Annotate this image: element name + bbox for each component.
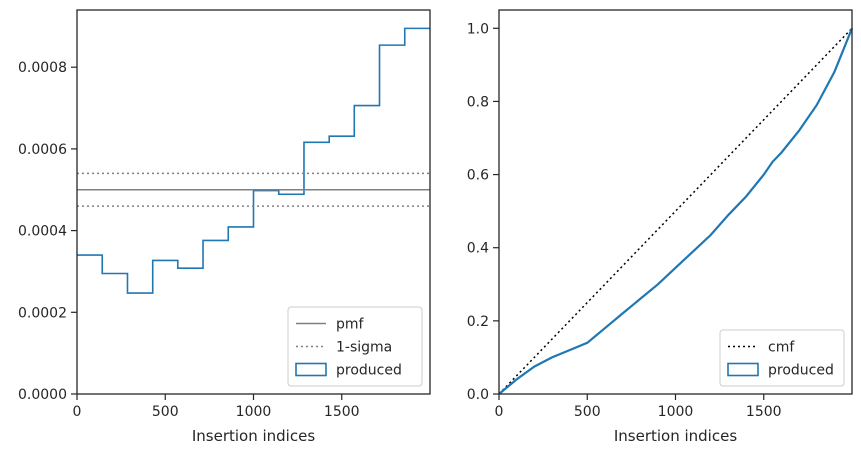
x-tick-label: 1500: [324, 404, 360, 420]
y-tick-label: 0.4: [467, 241, 489, 257]
x-tick-label: 1000: [236, 404, 272, 420]
y-tick-label: 0.0: [467, 387, 489, 403]
produced-curve: [498, 27, 854, 395]
legend-label-1-sigma: 1-sigma: [336, 340, 392, 356]
y-tick-label: 1.0: [467, 21, 489, 37]
y-tick-label: 0.2: [467, 314, 489, 330]
y-tick-label: 0.0000: [18, 387, 67, 403]
y-tick-label: 0.0002: [18, 305, 67, 321]
x-tick-label: 0: [73, 404, 82, 420]
legend-swatch-produced: [727, 362, 759, 377]
produced-histogram-step: [77, 27, 430, 294]
legend-label-produced: produced: [336, 363, 402, 379]
legend-label-produced: produced: [768, 363, 834, 379]
y-tick-label: 0.0004: [18, 224, 67, 240]
y-tick-label: 0.6: [467, 168, 489, 184]
legend-label-pmf: pmf: [336, 317, 365, 333]
histogram-panel: 0 500 1000 1500 0.0000 0.0002 0.0004 0.0006 0.00…: [18, 9, 431, 445]
x-axis-title: Insertion indices: [614, 427, 737, 445]
legend-swatch-produced: [295, 362, 327, 377]
legend: pmf 1-sigma produced: [287, 306, 423, 387]
x-tick-label: 500: [574, 404, 601, 420]
legend-box: [719, 329, 845, 387]
legend-box: [287, 306, 423, 387]
x-tick-label: 1000: [658, 404, 694, 420]
y-tick-label: 0.8: [467, 94, 489, 110]
y-tick-label: 0.0008: [18, 60, 67, 76]
legend-label-cmf: cmf: [768, 340, 795, 356]
y-tick-label: 0.0006: [18, 142, 67, 158]
x-tick-label: 1500: [746, 404, 782, 420]
x-axis-title: Insertion indices: [192, 427, 315, 445]
x-tick-label: 0: [495, 404, 504, 420]
cumulative-panel: 0 500 1000 1500 0.0 0.2 0.4 0.6 0.8 1.0 Insertion …: [467, 9, 854, 445]
legend: cmf produced: [719, 329, 845, 387]
x-tick-label: 500: [152, 404, 179, 420]
